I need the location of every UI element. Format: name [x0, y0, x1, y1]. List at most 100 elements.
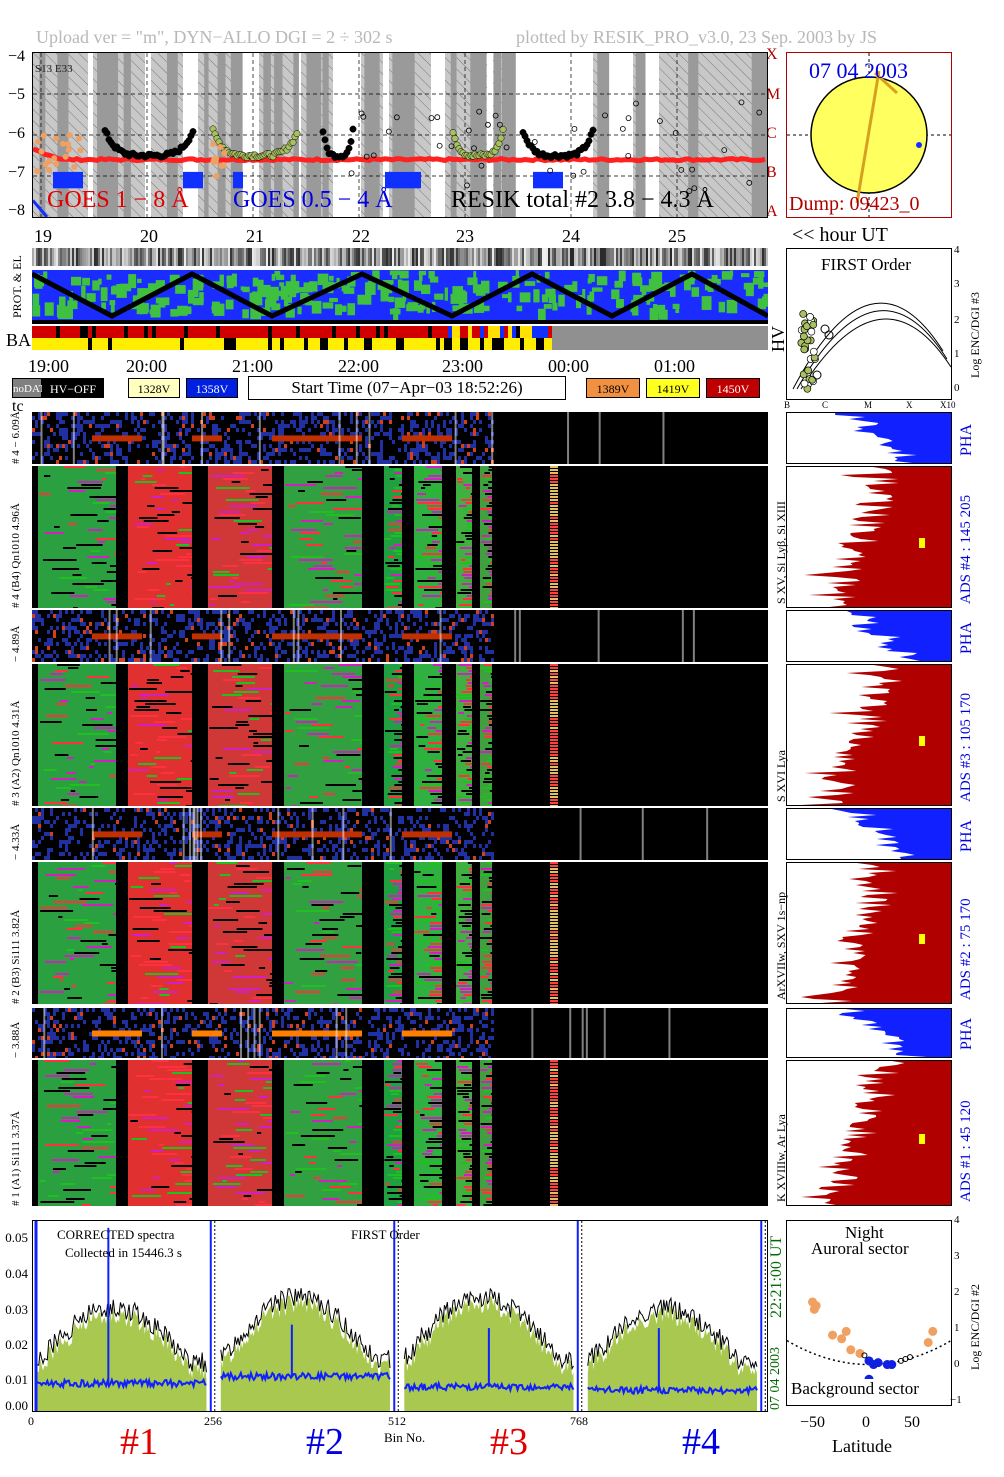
ba-cell [60, 326, 64, 338]
ba-cell [704, 326, 708, 338]
prot-el-cell [526, 248, 528, 266]
orbit-band-green [59, 296, 66, 306]
spectrum-label-corrected: CORRECTED spectra [57, 1227, 175, 1242]
ba-cell [648, 326, 652, 338]
orbit-band-green [721, 271, 733, 280]
ba-cell [148, 326, 152, 338]
hv-cell [292, 338, 296, 350]
prot-el-cell [480, 248, 482, 266]
ba-cell [308, 326, 312, 338]
hv-cell [260, 338, 264, 350]
orbit-band-green [421, 284, 431, 295]
prot-el-cell [466, 248, 468, 266]
hv-cell [548, 338, 552, 350]
ba-cell [408, 326, 412, 338]
resik-point [449, 129, 457, 137]
resik-open-point [625, 152, 632, 159]
orbit-band-green [434, 293, 444, 300]
hv-cell [468, 338, 472, 350]
hv-cell [364, 338, 368, 350]
resik-open-point [531, 139, 538, 145]
sp-ytick-005: 0.05 [5, 1230, 28, 1245]
ba-cell [720, 326, 724, 338]
lat-ytick-m1: −1 [950, 1394, 962, 1406]
resik-open-point [492, 112, 499, 119]
lat-ytick-3: 3 [954, 1250, 960, 1262]
hv-cell [684, 338, 688, 350]
orbit-band-green [109, 300, 116, 306]
hv-cell [248, 338, 252, 350]
hv-cell [552, 338, 556, 350]
prot-el-cell [754, 248, 756, 266]
hv-cell [340, 338, 344, 350]
spectrum-area-1 [37, 1306, 207, 1411]
prot-el-cell [310, 248, 312, 266]
ba-cell [236, 326, 240, 338]
orbit-triangle [32, 271, 768, 319]
hv-cell [108, 338, 112, 350]
hv-cell [52, 338, 56, 350]
hv-cell [616, 338, 620, 350]
ba-cell [684, 326, 688, 338]
resik-open-point [602, 112, 608, 119]
ba-cell [416, 326, 420, 338]
hv-cell [196, 338, 200, 350]
prot-el-cell [582, 248, 584, 266]
prot-el-cell [746, 248, 748, 266]
orbit-band-green [347, 303, 356, 316]
ads-side-label: ADS #2 : 75 170 [958, 898, 974, 1000]
hv-cell [72, 338, 76, 350]
hv-cell [576, 338, 580, 350]
prot-el-cell [322, 248, 324, 266]
time-2100: 21:00 [232, 356, 274, 376]
prot-el-cell [722, 248, 724, 266]
prot-el-cell [622, 248, 624, 266]
prot-el-cell [654, 248, 656, 266]
prot-el-cell [658, 248, 660, 266]
prot-el-cell [90, 248, 92, 266]
hv-cell [484, 338, 488, 350]
ba-cell [392, 326, 396, 338]
prot-el-cell [400, 248, 402, 266]
side-ads-histogram [786, 664, 952, 806]
orbit-band-green [56, 304, 66, 318]
orbit-band-green [139, 306, 148, 315]
orbit-band-green [32, 305, 41, 317]
prot-el-cell [728, 248, 730, 266]
orbit-band-green [458, 299, 464, 309]
hv-cell [132, 338, 136, 350]
prot-el-cell [544, 248, 546, 266]
resik-open-point [678, 166, 685, 173]
prot-el-cell [564, 248, 566, 266]
orbit-band-green [640, 285, 651, 292]
prot-el-cell [282, 248, 284, 266]
first-order-point [807, 327, 816, 336]
main-channel-label: # 4 (B4) Qn1010 4.96Å [10, 503, 22, 608]
goes-dark-band [470, 53, 478, 217]
orbit-band-green [311, 300, 322, 314]
orbit-band-green [329, 297, 338, 303]
prot-el-cell [232, 248, 234, 266]
ba-cell [260, 326, 264, 338]
sp-ytick-000: 0.00 [5, 1398, 28, 1413]
hv-cell [560, 338, 564, 350]
orbit-band-green [641, 289, 647, 296]
orbit-band-green [691, 287, 700, 297]
hv-cell [588, 338, 592, 350]
orbit-band-green [516, 305, 523, 312]
prot-el-cell [416, 248, 418, 266]
pha-side-label: PHA [958, 819, 975, 852]
orbit-band-green [110, 302, 115, 313]
hv-cell [244, 338, 248, 350]
hv-cell [48, 338, 52, 350]
ba-cell [516, 326, 520, 338]
hv-cell [704, 338, 708, 350]
orbit-band-green [110, 286, 119, 295]
hv-cell [724, 338, 728, 350]
prot-el-cell [210, 248, 212, 266]
resik-open-point [465, 127, 472, 134]
ba-cell [400, 326, 404, 338]
ba-cell [444, 326, 448, 338]
hv-cell [284, 338, 288, 350]
hv-cell [492, 338, 496, 350]
